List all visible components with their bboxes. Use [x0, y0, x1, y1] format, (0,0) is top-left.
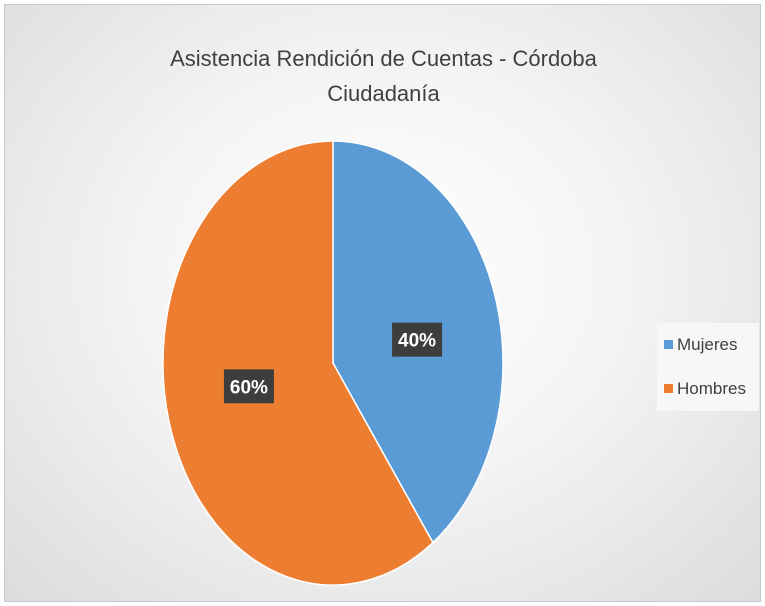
- chart-title: Asistencia Rendición de Cuentas - Córdob…: [170, 46, 597, 106]
- data-label-box: [223, 369, 274, 404]
- data-label-mujeres: 40%: [392, 322, 443, 357]
- data-label-box: [392, 322, 443, 357]
- data-label-hombres: 60%: [223, 369, 274, 404]
- pie-slices: [162, 140, 504, 586]
- data-label-text: 60%: [230, 377, 268, 398]
- data-label-text: 40%: [398, 331, 436, 352]
- chart-area: Asistencia Rendición de Cuentas - Córdob…: [4, 4, 761, 602]
- legend: Mujeres Hombres: [657, 323, 759, 411]
- legend-item-mujeres: Mujeres: [664, 334, 737, 356]
- legend-swatch-hombres: [664, 384, 673, 393]
- legend-label-hombres: Hombres: [677, 379, 746, 398]
- legend-item-hombres: Hombres: [664, 378, 746, 400]
- pie-data-labels: 40% 60%: [223, 322, 443, 404]
- legend-swatch-mujeres: [664, 340, 673, 349]
- legend-label-mujeres: Mujeres: [677, 335, 738, 354]
- pie-chart: 40% 60%: [162, 140, 504, 586]
- pie-slice-hombres: [162, 140, 434, 586]
